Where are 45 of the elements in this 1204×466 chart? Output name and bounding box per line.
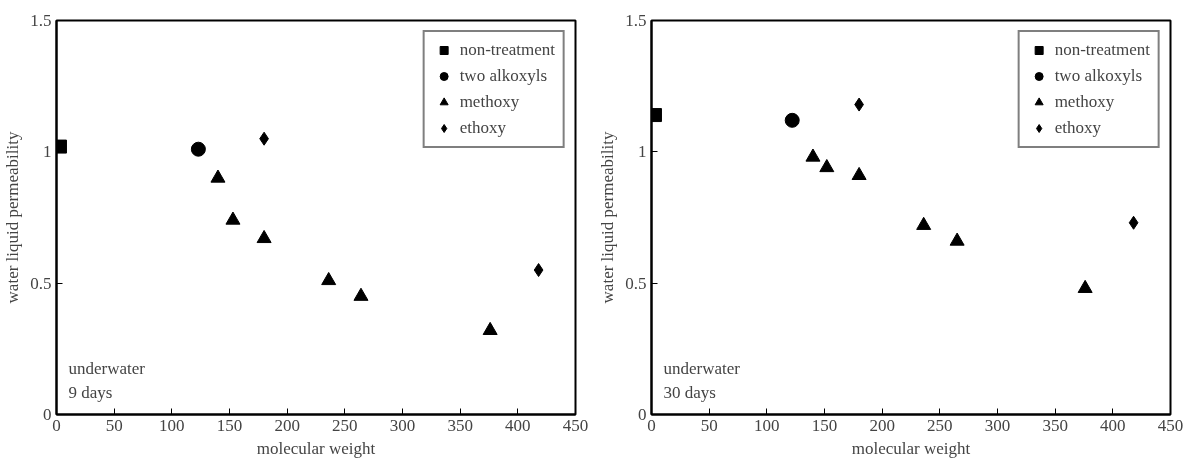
legend-label: non-treatment (1054, 40, 1150, 60)
x-tick-label: 450 (562, 415, 589, 435)
x-tick-label: 200 (274, 415, 300, 435)
legend-label: methoxy (459, 92, 520, 112)
x-tick-label: 150 (216, 415, 243, 435)
y-tick-label: 0.5 (30, 273, 52, 293)
annotation: underwater 30 days (663, 358, 741, 403)
point (353, 287, 369, 301)
x-tick-label: 100 (159, 415, 185, 435)
x-tick-label: 50 (105, 415, 123, 435)
point (190, 141, 206, 157)
x-tick-label: 400 (1100, 415, 1126, 435)
point (482, 321, 498, 335)
x-axis-title: molecular weight (851, 438, 971, 458)
x-tick-label: 250 (927, 415, 953, 435)
legend-label: ethoxy (1054, 118, 1101, 138)
y-tick-label: 0.5 (625, 273, 647, 293)
y-axis-title: water liquid permeability (3, 131, 23, 304)
x-tick-label: 250 (332, 415, 358, 435)
point (225, 211, 241, 225)
y-tick-label: 1 (43, 142, 52, 162)
x-tick-label: 350 (447, 415, 473, 435)
x-tick-label: 400 (505, 415, 531, 435)
x-axis-title: molecular weight (256, 438, 376, 458)
x-tick-label: 50 (700, 415, 718, 435)
y-tick-label: 1 (638, 142, 647, 162)
x-tick-label: 200 (869, 415, 895, 435)
legend-label: two alkoxyls (1054, 66, 1142, 86)
x-tick-label: 100 (754, 415, 780, 435)
x-tick-label: 450 (1157, 415, 1184, 435)
x-tick-label: 350 (1042, 415, 1068, 435)
legend-label: two alkoxyls (459, 66, 547, 86)
legend-label: methoxy (1054, 92, 1115, 112)
point (256, 229, 272, 244)
y-tick-label: 1.5 (625, 11, 647, 30)
x-tick-label: 300 (389, 415, 416, 435)
x-tick-label: 150 (811, 415, 838, 435)
x-tick-label: 300 (984, 415, 1011, 435)
legend-label: ethoxy (459, 118, 506, 138)
legend-label: non-treatment (459, 40, 555, 60)
point (210, 169, 226, 183)
y-tick-label: 1.5 (30, 11, 52, 30)
annotation: underwater 9 days (68, 358, 146, 403)
point (321, 271, 337, 286)
y-axis-title: water liquid permeability (598, 131, 618, 304)
